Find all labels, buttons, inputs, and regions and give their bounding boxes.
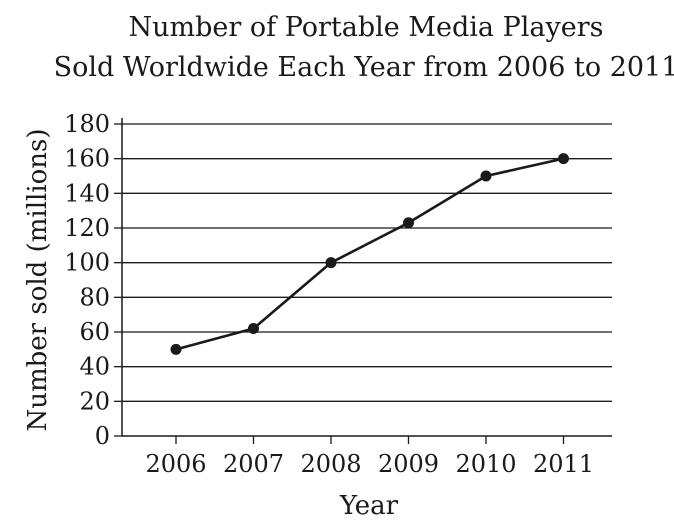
y-tick-label-140: 140 xyxy=(64,179,110,207)
y-tick-label-120: 120 xyxy=(64,214,110,242)
data-point-2009 xyxy=(403,217,414,229)
y-tick-label-20: 20 xyxy=(79,387,110,415)
y-tick-label-80: 80 xyxy=(79,283,110,311)
data-point-2010 xyxy=(480,170,492,182)
y-tick-label-60: 60 xyxy=(79,318,110,346)
x-tick-label-2007: 2007 xyxy=(223,450,284,478)
x-tick-label-2008: 2008 xyxy=(300,450,361,478)
data-point-2007 xyxy=(248,323,259,335)
data-point-2006 xyxy=(170,343,182,355)
x-tick-label-2011: 2011 xyxy=(533,450,594,478)
x-axis-label: Year xyxy=(339,491,399,521)
series-line xyxy=(175,157,564,351)
x-tick-label-2006: 2006 xyxy=(145,450,206,478)
data-point-2011 xyxy=(558,153,569,165)
gridlines xyxy=(122,123,612,402)
y-axis-label: Number sold (millions) xyxy=(23,128,53,431)
chart-title-line-2: Sold Worldwide Each Year from 2006 to 20… xyxy=(54,52,674,83)
y-tick-label-180: 180 xyxy=(64,110,110,138)
y-axis-ticks: 0 20 40 60 80 100 120 140 160 180 xyxy=(64,110,122,450)
x-tick-label-2010: 2010 xyxy=(455,450,516,478)
axes xyxy=(121,118,612,437)
data-point-2008 xyxy=(325,257,337,269)
y-tick-label-160: 160 xyxy=(64,145,110,173)
y-tick-label-100: 100 xyxy=(64,249,110,277)
x-tick-label-2009: 2009 xyxy=(378,450,439,478)
x-axis-ticks: 2006 2007 2008 2009 2010 2011 xyxy=(145,436,594,478)
chart-title-line-1: Number of Portable Media Players xyxy=(129,12,604,43)
y-tick-label-40: 40 xyxy=(79,353,110,381)
y-tick-label-0: 0 xyxy=(95,422,110,450)
plot-area xyxy=(170,153,569,355)
